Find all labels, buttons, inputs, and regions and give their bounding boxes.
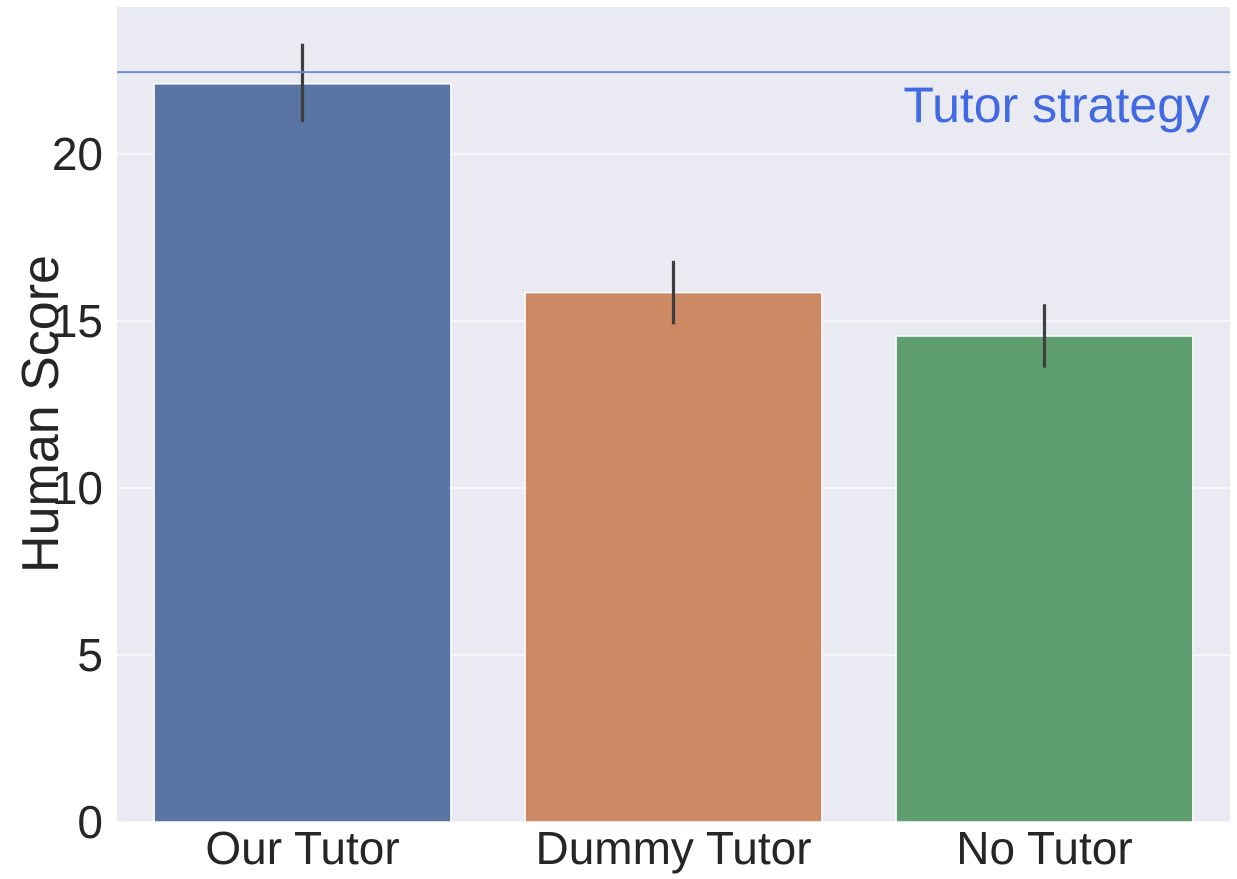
error-bars bbox=[300, 43, 1047, 368]
bar bbox=[524, 291, 823, 823]
reference-line-label: Tutor strategy bbox=[903, 77, 1210, 133]
x-tick-label: Our Tutor bbox=[205, 822, 399, 874]
bar bbox=[153, 83, 452, 823]
y-tick-label: 5 bbox=[77, 629, 103, 681]
bar bbox=[895, 335, 1194, 823]
y-tick-labels: 0 5 10 15 20 bbox=[52, 128, 103, 848]
y-tick-label: 0 bbox=[77, 796, 103, 848]
y-tick-label: 20 bbox=[52, 128, 103, 180]
y-tick-label: 10 bbox=[52, 462, 103, 514]
x-tick-labels: Our Tutor Dummy Tutor No Tutor bbox=[205, 822, 1132, 874]
x-tick-label: No Tutor bbox=[956, 822, 1132, 874]
y-axis-label: Human Score bbox=[12, 255, 70, 573]
y-tick-label: 15 bbox=[52, 295, 103, 347]
x-tick-label: Dummy Tutor bbox=[535, 822, 811, 874]
bars bbox=[153, 83, 1194, 823]
